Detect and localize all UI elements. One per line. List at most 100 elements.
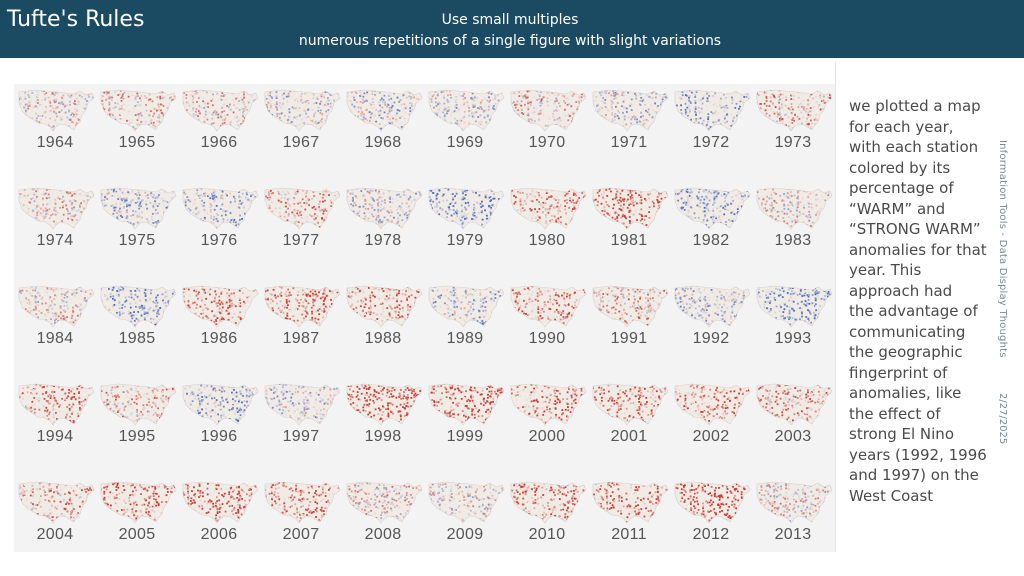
map-cell-1970: 1970 — [506, 84, 588, 178]
map-cell-1985: 1985 — [96, 280, 178, 374]
us-anomaly-map — [756, 89, 833, 132]
us-anomaly-map — [264, 383, 341, 426]
map-cell-2011: 2011 — [588, 476, 670, 570]
year-label: 1987 — [282, 330, 320, 347]
year-label: 1980 — [528, 232, 566, 249]
year-label: 1979 — [446, 232, 484, 249]
year-label: 2010 — [528, 526, 566, 543]
map-cell-1990: 1990 — [506, 280, 588, 374]
map-cell-1973: 1973 — [752, 84, 834, 178]
map-cell-2012: 2012 — [670, 476, 752, 570]
us-anomaly-map — [428, 481, 505, 524]
map-cell-2008: 2008 — [342, 476, 424, 570]
year-label: 2011 — [611, 526, 647, 543]
us-anomaly-map — [100, 383, 177, 426]
map-cell-1978: 1978 — [342, 182, 424, 276]
us-anomaly-map — [510, 383, 587, 426]
year-label: 1995 — [118, 428, 156, 445]
footer-date: 2/27/2025 — [997, 393, 1008, 445]
us-anomaly-map — [264, 89, 341, 132]
map-cell-1980: 1980 — [506, 182, 588, 276]
map-cell-1992: 1992 — [670, 280, 752, 374]
year-label: 1998 — [364, 428, 402, 445]
us-anomaly-map — [346, 285, 423, 328]
year-label: 1993 — [774, 330, 812, 347]
year-label: 1983 — [774, 232, 812, 249]
us-anomaly-map — [100, 481, 177, 524]
year-label: 1986 — [200, 330, 238, 347]
map-cell-2013: 2013 — [752, 476, 834, 570]
year-label: 2006 — [200, 526, 238, 543]
us-anomaly-map — [346, 89, 423, 132]
us-anomaly-map — [264, 187, 341, 230]
us-anomaly-map — [18, 89, 95, 132]
title-bar: Tufte's Rules Use small multiples numero… — [0, 0, 1024, 58]
map-cell-1977: 1977 — [260, 182, 342, 276]
year-label: 1981 — [610, 232, 648, 249]
year-label: 1975 — [118, 232, 156, 249]
map-cell-1972: 1972 — [670, 84, 752, 178]
map-cell-1979: 1979 — [424, 182, 506, 276]
map-cell-2003: 2003 — [752, 378, 834, 472]
map-cell-1981: 1981 — [588, 182, 670, 276]
year-label: 2001 — [610, 428, 648, 445]
year-label: 1970 — [528, 134, 566, 151]
year-label: 1972 — [692, 134, 730, 151]
map-cell-1983: 1983 — [752, 182, 834, 276]
map-cell-1996: 1996 — [178, 378, 260, 472]
us-anomaly-map — [674, 187, 751, 230]
map-cell-2001: 2001 — [588, 378, 670, 472]
us-anomaly-map — [18, 187, 95, 230]
us-anomaly-map — [756, 383, 833, 426]
us-anomaly-map — [592, 383, 669, 426]
year-label: 1982 — [692, 232, 730, 249]
year-label: 1985 — [118, 330, 156, 347]
year-label: 2005 — [118, 526, 156, 543]
map-cell-1968: 1968 — [342, 84, 424, 178]
year-label: 1989 — [446, 330, 484, 347]
map-cell-1999: 1999 — [424, 378, 506, 472]
year-label: 2012 — [692, 526, 730, 543]
us-anomaly-map — [100, 285, 177, 328]
year-label: 1964 — [36, 134, 74, 151]
map-cell-1967: 1967 — [260, 84, 342, 178]
year-label: 1994 — [36, 428, 74, 445]
us-anomaly-map — [182, 187, 259, 230]
year-label: 1973 — [774, 134, 812, 151]
map-cell-1975: 1975 — [96, 182, 178, 276]
us-anomaly-map — [18, 383, 95, 426]
year-label: 2000 — [528, 428, 566, 445]
panel-divider — [835, 62, 836, 552]
us-anomaly-map — [756, 481, 833, 524]
map-cell-1993: 1993 — [752, 280, 834, 374]
map-cell-1995: 1995 — [96, 378, 178, 472]
year-label: 1991 — [610, 330, 648, 347]
year-label: 1990 — [528, 330, 566, 347]
map-cell-2004: 2004 — [14, 476, 96, 570]
us-anomaly-map — [510, 285, 587, 328]
year-label: 1969 — [446, 134, 484, 151]
year-label: 2009 — [446, 526, 484, 543]
year-label: 1965 — [118, 134, 156, 151]
map-cell-2000: 2000 — [506, 378, 588, 472]
year-label: 1968 — [364, 134, 402, 151]
us-anomaly-map — [182, 383, 259, 426]
year-label: 1978 — [364, 232, 402, 249]
year-label: 1971 — [610, 134, 648, 151]
year-label: 2008 — [364, 526, 402, 543]
map-cell-1982: 1982 — [670, 182, 752, 276]
year-label: 1974 — [36, 232, 74, 249]
map-cell-1971: 1971 — [588, 84, 670, 178]
year-label: 1996 — [200, 428, 238, 445]
us-anomaly-map — [674, 481, 751, 524]
us-anomaly-map — [674, 89, 751, 132]
us-anomaly-map — [428, 187, 505, 230]
map-cell-2007: 2007 — [260, 476, 342, 570]
year-label: 1976 — [200, 232, 238, 249]
us-anomaly-map — [182, 285, 259, 328]
year-label: 1977 — [282, 232, 320, 249]
map-cell-2006: 2006 — [178, 476, 260, 570]
us-anomaly-map — [592, 481, 669, 524]
map-cell-1976: 1976 — [178, 182, 260, 276]
map-cell-2005: 2005 — [96, 476, 178, 570]
